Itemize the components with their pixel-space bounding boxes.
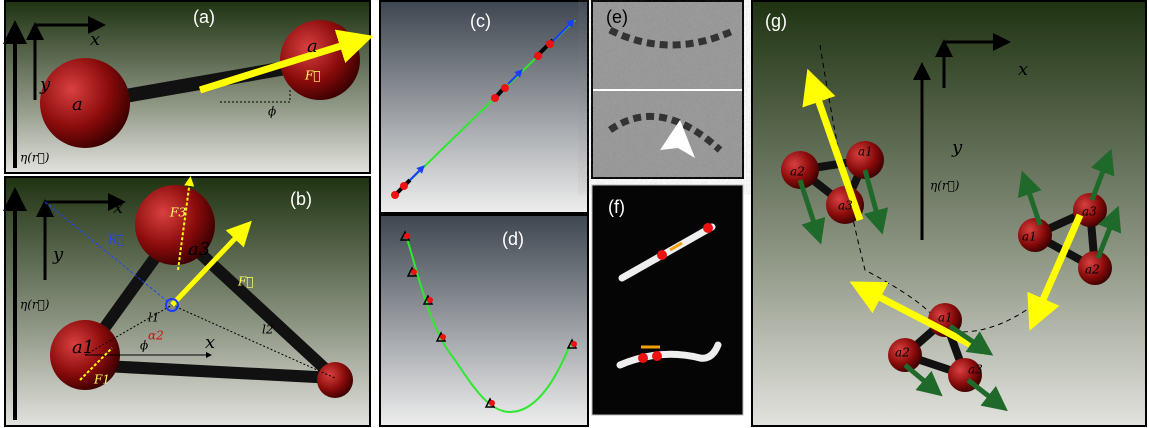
- panel-b: (b) x y η(r⃗) a3 a1 R⃗ F⃗ F3 F1 α2 l1 l2…: [5, 177, 370, 426]
- shape: [652, 351, 662, 361]
- label: a1: [858, 145, 873, 159]
- shape: [380, 215, 588, 426]
- shape: [440, 334, 446, 340]
- label: F⃗: [304, 69, 321, 83]
- panel-a: (a) x y η(r⃗) a a F⃗ ϕ: [5, 1, 370, 173]
- shape: [546, 40, 554, 48]
- panel-e: (e): [592, 1, 743, 178]
- shape: [703, 223, 713, 233]
- label: ϕ: [140, 339, 148, 353]
- shape: [400, 182, 408, 190]
- shape: [391, 191, 399, 199]
- label: (a): [193, 7, 215, 27]
- shape: [657, 250, 667, 260]
- label: a: [307, 36, 318, 57]
- label: a1: [72, 337, 94, 358]
- label: R⃗: [107, 233, 124, 247]
- label: a3: [188, 239, 210, 260]
- label: x: [113, 197, 123, 218]
- shape: [638, 353, 648, 363]
- label: η(r⃗): [20, 151, 50, 165]
- label: F⃗: [237, 275, 254, 289]
- shape: [404, 233, 410, 239]
- label: (f): [608, 197, 625, 217]
- shape: [40, 58, 130, 148]
- label: y: [39, 74, 51, 95]
- shape: [534, 52, 542, 60]
- shape: [501, 84, 509, 92]
- shape: [380, 1, 588, 213]
- label: (g): [765, 11, 787, 31]
- label: y: [52, 244, 64, 265]
- label: F1: [93, 373, 110, 387]
- shape: [317, 362, 353, 398]
- panel-g: (g) x y η(r⃗) a2 a1 a3 a1 a3 a2 a1 a2 a3: [752, 1, 1146, 426]
- label: (c): [470, 11, 491, 31]
- label: a1: [938, 311, 953, 325]
- label: l1: [148, 311, 159, 325]
- shape: [592, 185, 743, 415]
- label: ϕ: [268, 105, 276, 119]
- label: a2: [790, 165, 805, 179]
- panel-f: (f): [592, 185, 743, 415]
- label: (b): [290, 189, 312, 209]
- panel-d: (d): [380, 215, 588, 426]
- label: (e): [606, 7, 628, 27]
- label: η(r⃗): [930, 179, 960, 193]
- shape: [427, 297, 433, 303]
- shape: [411, 269, 417, 275]
- label: (d): [502, 229, 524, 249]
- label: a3: [838, 199, 853, 213]
- label: a2: [1085, 263, 1100, 277]
- label: a3: [968, 363, 983, 377]
- figure: (a) x y η(r⃗) a a F⃗ ϕ (b) x y η(r⃗) a3 …: [0, 0, 1149, 428]
- label: y: [951, 137, 963, 158]
- shape: [491, 94, 499, 102]
- label: a1: [1022, 230, 1037, 244]
- label: η(r⃗): [20, 298, 50, 312]
- panel-c: (c): [380, 1, 588, 213]
- label: a: [72, 94, 83, 115]
- label: x: [1018, 59, 1028, 80]
- label: α2: [148, 329, 164, 343]
- label: x: [205, 332, 215, 353]
- label: x: [90, 29, 100, 50]
- label: a3: [1082, 205, 1097, 219]
- label: l2: [262, 323, 273, 337]
- label: F3: [169, 206, 186, 220]
- shape: [571, 341, 577, 347]
- label: a2: [895, 346, 910, 360]
- shape: [489, 400, 495, 406]
